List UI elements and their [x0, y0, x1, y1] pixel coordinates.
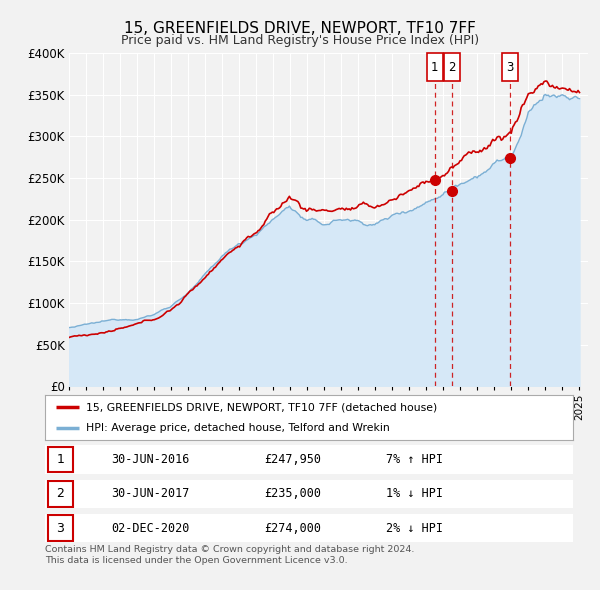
FancyBboxPatch shape: [47, 515, 73, 541]
Text: 30-JUN-2017: 30-JUN-2017: [112, 487, 190, 500]
Text: £247,950: £247,950: [265, 453, 322, 466]
Text: 3: 3: [56, 522, 64, 535]
Text: £274,000: £274,000: [265, 522, 322, 535]
Text: HPI: Average price, detached house, Telford and Wrekin: HPI: Average price, detached house, Telf…: [86, 422, 390, 432]
FancyBboxPatch shape: [47, 481, 73, 507]
Text: £235,000: £235,000: [265, 487, 322, 500]
FancyBboxPatch shape: [502, 53, 518, 81]
Text: 1% ↓ HPI: 1% ↓ HPI: [386, 487, 443, 500]
FancyBboxPatch shape: [427, 53, 443, 81]
Text: 30-JUN-2016: 30-JUN-2016: [112, 453, 190, 466]
FancyBboxPatch shape: [443, 53, 460, 81]
Text: 7% ↑ HPI: 7% ↑ HPI: [386, 453, 443, 466]
Text: 02-DEC-2020: 02-DEC-2020: [112, 522, 190, 535]
Text: Contains HM Land Registry data © Crown copyright and database right 2024.
This d: Contains HM Land Registry data © Crown c…: [45, 545, 415, 565]
Text: Price paid vs. HM Land Registry's House Price Index (HPI): Price paid vs. HM Land Registry's House …: [121, 34, 479, 47]
Text: 1: 1: [431, 61, 439, 74]
Text: 2: 2: [56, 487, 64, 500]
Text: 3: 3: [506, 61, 514, 74]
Text: 2% ↓ HPI: 2% ↓ HPI: [386, 522, 443, 535]
Text: 15, GREENFIELDS DRIVE, NEWPORT, TF10 7FF: 15, GREENFIELDS DRIVE, NEWPORT, TF10 7FF: [124, 21, 476, 36]
FancyBboxPatch shape: [47, 447, 73, 473]
Text: 2: 2: [448, 61, 455, 74]
Text: 15, GREENFIELDS DRIVE, NEWPORT, TF10 7FF (detached house): 15, GREENFIELDS DRIVE, NEWPORT, TF10 7FF…: [86, 402, 437, 412]
Text: 1: 1: [56, 453, 64, 466]
